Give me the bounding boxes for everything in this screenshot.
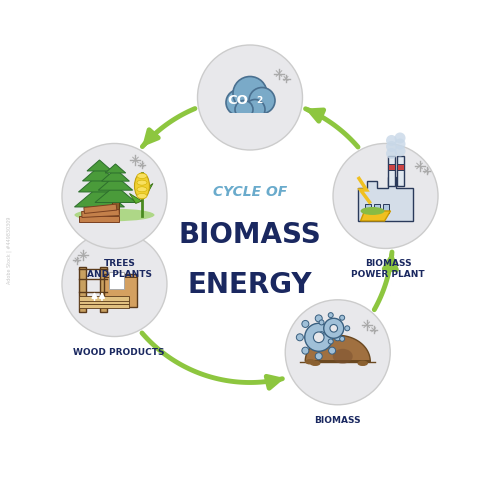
Bar xyxy=(100,266,107,312)
Ellipse shape xyxy=(310,362,320,366)
Circle shape xyxy=(394,146,406,156)
Bar xyxy=(388,164,395,170)
Bar xyxy=(84,204,117,214)
Circle shape xyxy=(386,148,397,159)
Circle shape xyxy=(386,141,397,152)
Circle shape xyxy=(328,347,336,354)
Bar xyxy=(104,274,137,306)
Text: 2: 2 xyxy=(256,96,262,104)
Circle shape xyxy=(226,90,252,116)
Circle shape xyxy=(62,232,167,336)
Polygon shape xyxy=(358,177,413,221)
Polygon shape xyxy=(95,186,136,202)
Bar xyxy=(112,202,119,213)
Ellipse shape xyxy=(137,174,147,178)
Circle shape xyxy=(235,100,253,118)
Bar xyxy=(82,210,120,218)
Circle shape xyxy=(324,318,344,338)
Text: Adobe Stock | #449830309: Adobe Stock | #449830309 xyxy=(6,216,12,284)
Bar xyxy=(96,206,104,220)
Circle shape xyxy=(319,320,324,325)
Polygon shape xyxy=(102,169,130,181)
Circle shape xyxy=(245,100,265,119)
Bar xyxy=(110,272,124,289)
Ellipse shape xyxy=(137,187,147,192)
Polygon shape xyxy=(87,160,112,171)
Circle shape xyxy=(328,312,333,318)
Text: BIOMASS: BIOMASS xyxy=(314,416,361,425)
Circle shape xyxy=(285,300,390,405)
Ellipse shape xyxy=(358,362,367,366)
Circle shape xyxy=(394,132,406,143)
Text: BIOMASS
POWER PLANT: BIOMASS POWER PLANT xyxy=(351,260,425,279)
Polygon shape xyxy=(98,176,132,190)
Circle shape xyxy=(249,88,275,114)
Polygon shape xyxy=(305,336,370,361)
Circle shape xyxy=(315,315,322,322)
Bar xyxy=(80,296,130,300)
Bar xyxy=(364,204,371,214)
Circle shape xyxy=(233,76,267,110)
Circle shape xyxy=(296,334,304,341)
Ellipse shape xyxy=(306,360,314,364)
Ellipse shape xyxy=(360,207,384,215)
Circle shape xyxy=(315,352,322,360)
Bar xyxy=(382,204,389,214)
Text: CO: CO xyxy=(227,94,248,106)
Bar xyxy=(80,304,130,308)
Circle shape xyxy=(386,135,397,146)
Ellipse shape xyxy=(134,173,150,199)
Bar xyxy=(80,216,120,222)
Bar xyxy=(396,164,404,170)
Circle shape xyxy=(328,320,336,328)
Circle shape xyxy=(330,324,338,332)
Circle shape xyxy=(319,332,324,336)
Ellipse shape xyxy=(332,349,352,364)
Ellipse shape xyxy=(137,180,147,185)
Circle shape xyxy=(340,315,344,320)
Polygon shape xyxy=(74,186,124,207)
Polygon shape xyxy=(78,174,120,192)
Circle shape xyxy=(198,45,302,150)
Circle shape xyxy=(328,339,333,344)
Ellipse shape xyxy=(74,208,154,221)
Circle shape xyxy=(340,336,344,342)
Text: TREES
AND PLANTS: TREES AND PLANTS xyxy=(87,260,152,279)
Polygon shape xyxy=(360,211,390,221)
Circle shape xyxy=(62,144,167,248)
Text: CYCLE OF: CYCLE OF xyxy=(213,186,287,200)
Circle shape xyxy=(302,320,309,328)
Bar xyxy=(220,112,280,128)
Bar xyxy=(80,300,130,304)
Bar xyxy=(80,266,86,312)
Bar xyxy=(388,156,395,186)
Polygon shape xyxy=(105,164,126,173)
Circle shape xyxy=(304,324,332,351)
Polygon shape xyxy=(142,184,153,194)
Bar xyxy=(396,156,404,186)
Circle shape xyxy=(394,138,406,149)
Circle shape xyxy=(333,144,438,248)
Circle shape xyxy=(334,334,341,341)
Polygon shape xyxy=(130,194,142,203)
Circle shape xyxy=(302,347,309,354)
Bar xyxy=(374,204,380,214)
Text: BIOMASS: BIOMASS xyxy=(178,221,322,249)
Text: WOOD PRODUCTS: WOOD PRODUCTS xyxy=(72,348,164,356)
Ellipse shape xyxy=(137,194,147,198)
Circle shape xyxy=(314,332,324,342)
Text: ENERGY: ENERGY xyxy=(188,271,312,299)
Polygon shape xyxy=(82,166,116,181)
Circle shape xyxy=(344,326,350,331)
